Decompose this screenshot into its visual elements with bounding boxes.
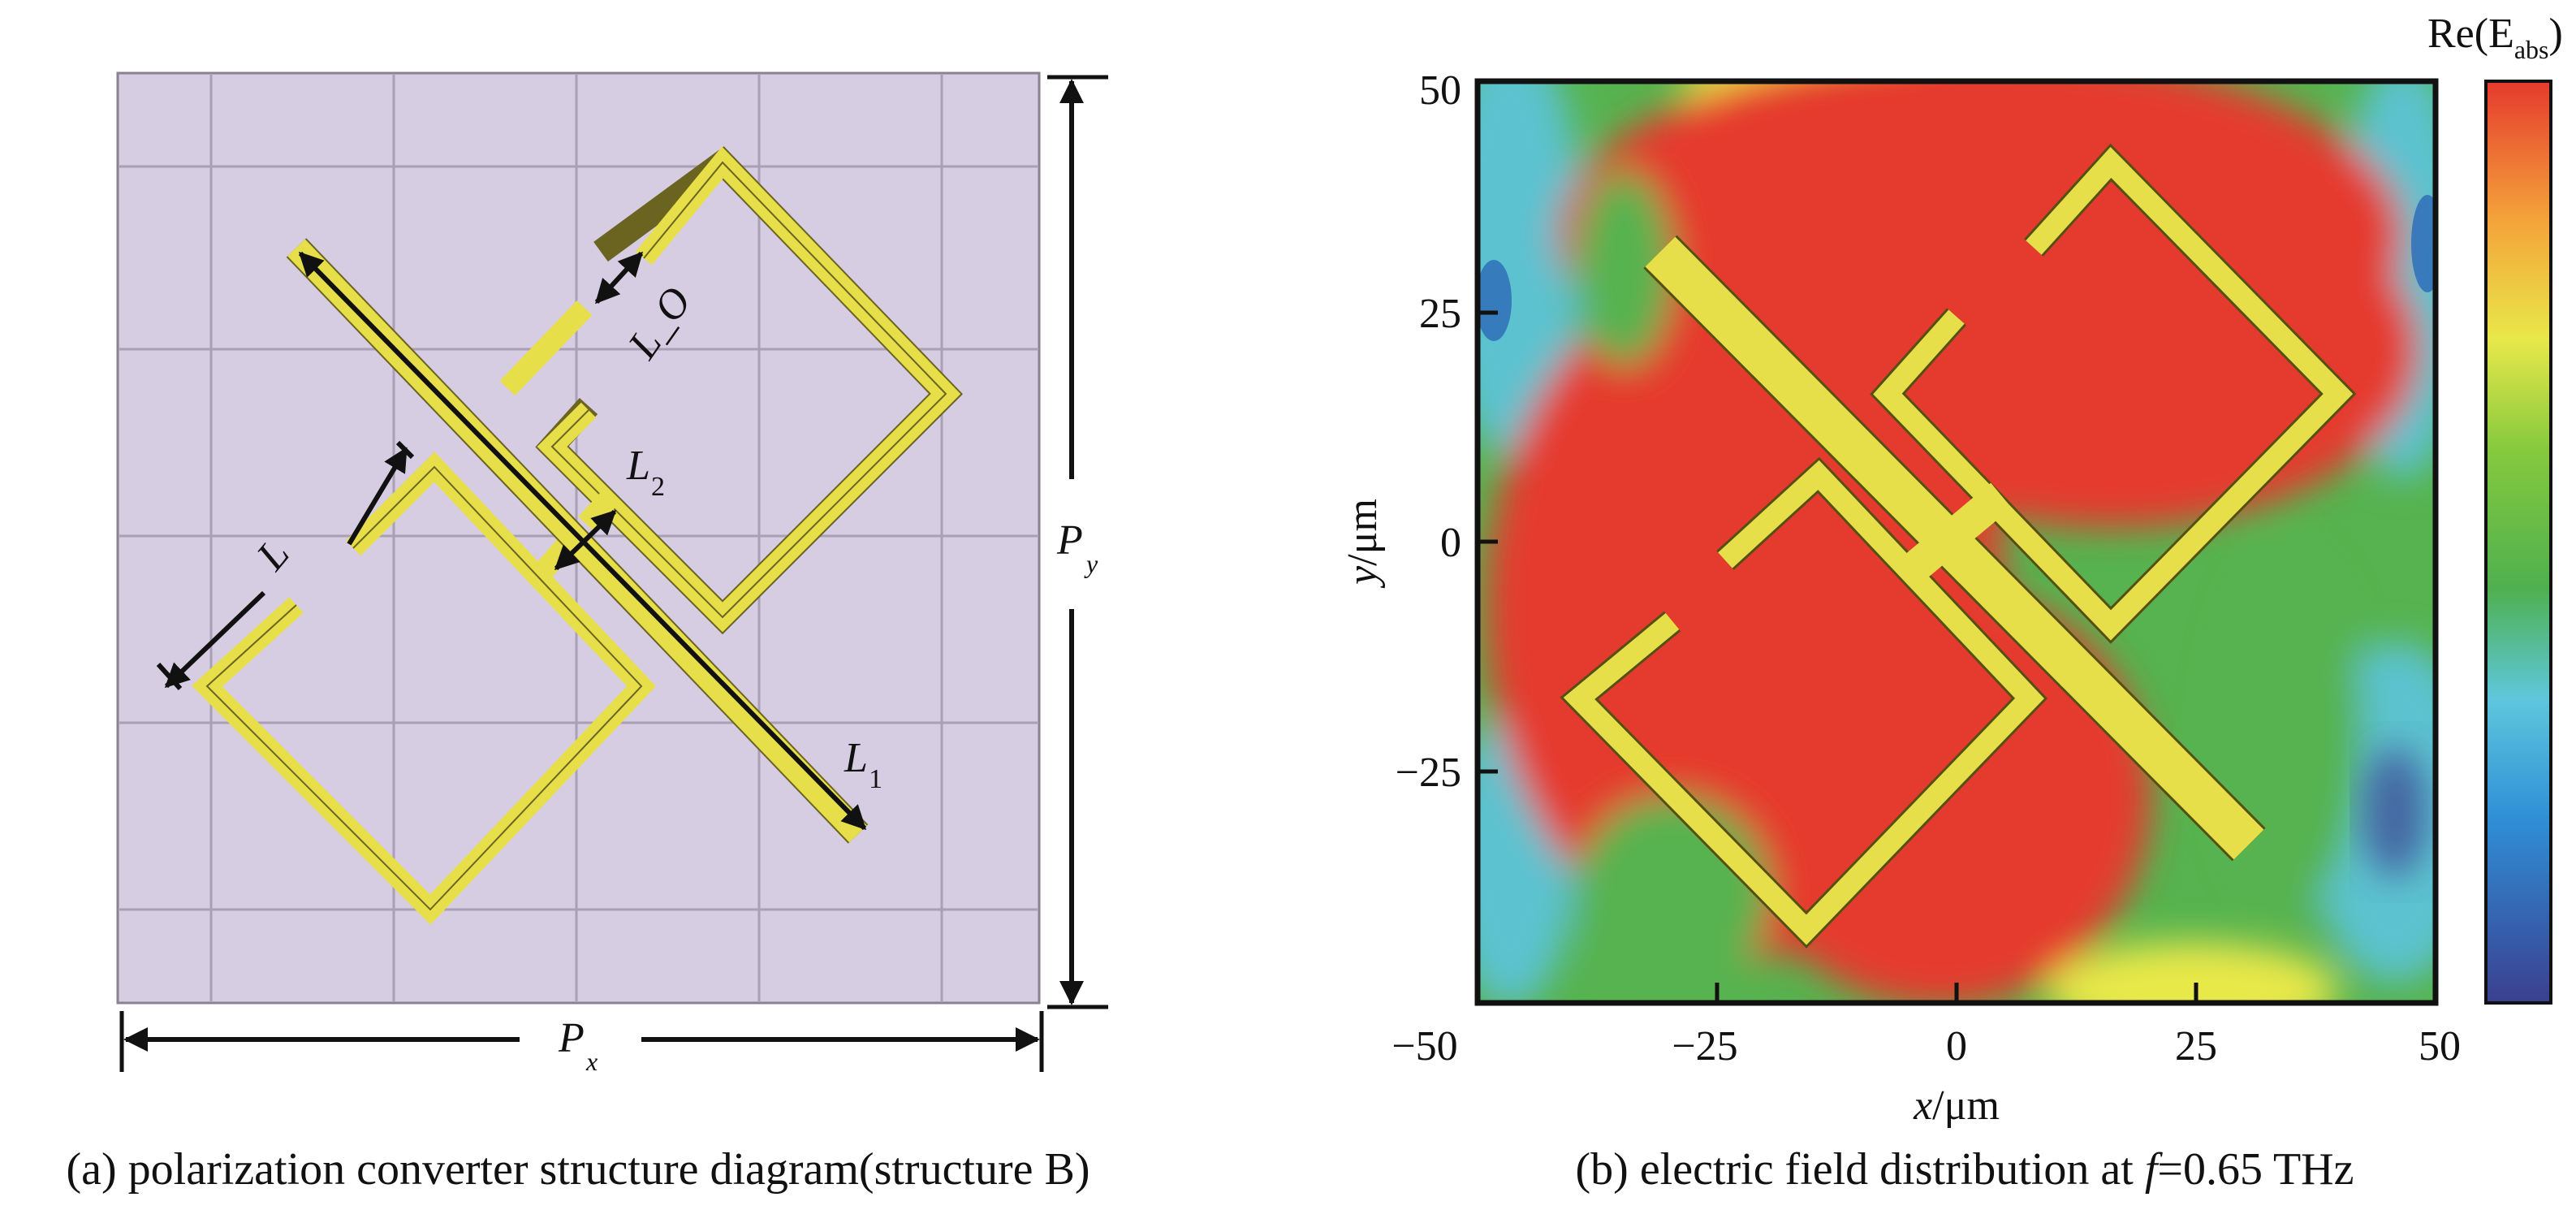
field-heatmap (1478, 81, 2436, 1003)
L-O-arrow (594, 251, 644, 305)
colorbar (2484, 80, 2552, 1005)
field-upper-ring (1873, 147, 2354, 641)
x-tick-label: 25 (2175, 1023, 2217, 1070)
L-tick-lower (156, 662, 183, 691)
caption-b: (b) electric field distribution at f=0.6… (1576, 1144, 2354, 1195)
x-tick-label: −50 (1392, 1023, 1457, 1070)
y-tick-label: 50 (1419, 67, 1461, 114)
x-tick-label: 50 (2419, 1023, 2461, 1070)
label-L2: L (626, 443, 650, 489)
L-arrow-upper (347, 447, 408, 546)
caption-a: (a) polarization converter structure dia… (67, 1144, 1090, 1195)
colorbar-label: Re(Eabs) (2427, 11, 2563, 64)
x-tick-label: −25 (1672, 1023, 1737, 1070)
label-Py: P (1056, 517, 1083, 564)
y-tick-label: 25 (1419, 291, 1461, 337)
label-Px: P (558, 1015, 585, 1061)
y-tick-label: −25 (1396, 750, 1461, 796)
label-Px-sub: x (585, 1047, 598, 1076)
Px-dimension (119, 1011, 1044, 1072)
label-L2-sub: 2 (651, 472, 665, 502)
label-Py-sub: y (1084, 549, 1098, 578)
panel-b-field-plot: −50 −25 0 25 50 50 25 0 −25 x/μm y/μm Re… (1340, 11, 2563, 1195)
field-center-connector (1893, 482, 2012, 590)
L-arrow-lower (164, 590, 266, 689)
axis-ticks (1478, 310, 2198, 1003)
L-tick-upper (395, 440, 415, 460)
y-tick-label: 0 (1440, 520, 1461, 566)
x-tick-label: 0 (1946, 1023, 1967, 1070)
label-L1: L (844, 735, 868, 781)
field-lower-ring (1563, 460, 2044, 945)
x-axis-label: x/μm (1913, 1083, 2000, 1129)
L2-arrow (554, 509, 617, 571)
y-axis-label: y/μm (1340, 499, 1386, 589)
panel-a-structure-diagram: L L_O L 1 L 2 P x P y (a) polarization c… (67, 71, 1108, 1195)
Py-dimension (1047, 75, 1108, 1009)
label-L1-sub: 1 (869, 764, 882, 794)
